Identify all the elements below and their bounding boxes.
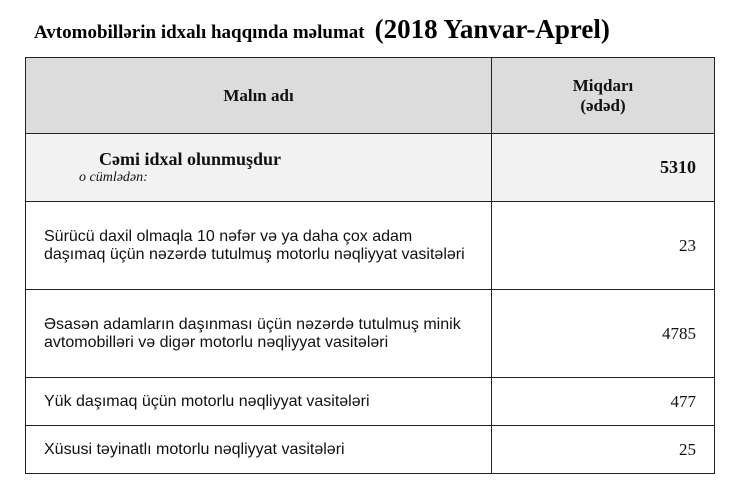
header-qty-line2: (ədəd) [580, 95, 626, 115]
row-value: 25 [491, 425, 715, 474]
table-row: Xüsusi təyinatlı motorlu nəqliyyat vasit… [25, 425, 715, 474]
total-sublabel: o cümlədən: [79, 170, 148, 185]
table-row: Əsasən adamların daşınması üçün nəzərdə … [25, 289, 715, 378]
total-row: Cəmi idxal olunmuşdur o cümlədən: 5310 [25, 133, 715, 202]
row-value: 23 [491, 201, 715, 290]
row-name-line2: daşımaq üçün nəzərdə tutulmuş motorlu nə… [44, 245, 465, 263]
row-name: Yük daşımaq üçün motorlu nəqliyyat vasit… [25, 377, 492, 426]
document-title: Avtomobillərin idxalı haqqında məlumat (2… [34, 14, 610, 45]
row-value: 477 [491, 377, 715, 426]
row-name: Əsasən adamların daşınması üçün nəzərdə … [25, 289, 492, 378]
row-value: 4785 [491, 289, 715, 378]
row-name-line1: Sürücü daxil olmaqla 10 nəfər və ya daha… [44, 227, 413, 245]
import-table: Malın adı Miqdarı (ədəd) Cəmi idxal olunm… [25, 57, 715, 474]
table-row: Yük daşımaq üçün motorlu nəqliyyat vasit… [25, 377, 715, 426]
row-name-line1: Əsasən adamların daşınması üçün nəzərdə … [44, 315, 461, 333]
title-main: Avtomobillərin idxalı haqqında məlumat [34, 22, 365, 43]
table-row: Sürücü daxil olmaqla 10 nəfər və ya daha… [25, 201, 715, 290]
table-header: Malın adı Miqdarı (ədəd) [25, 57, 715, 134]
row-name-line2: avtomobilləri və digər motorlu nəqliyyat… [44, 333, 389, 351]
header-quantity: Miqdarı (ədəd) [491, 57, 715, 134]
total-value: 5310 [491, 133, 715, 202]
row-name: Xüsusi təyinatlı motorlu nəqliyyat vasit… [25, 425, 492, 474]
header-name: Malın adı [25, 57, 492, 134]
row-name: Sürücü daxil olmaqla 10 nəfər və ya daha… [25, 201, 492, 290]
total-label: Cəmi idxal olunmuşdur [99, 149, 282, 169]
total-label-cell: Cəmi idxal olunmuşdur o cümlədən: [25, 133, 492, 202]
title-period: (2018 Yanvar-Aprel) [374, 14, 610, 44]
header-qty-line1: Miqdarı [572, 75, 634, 95]
